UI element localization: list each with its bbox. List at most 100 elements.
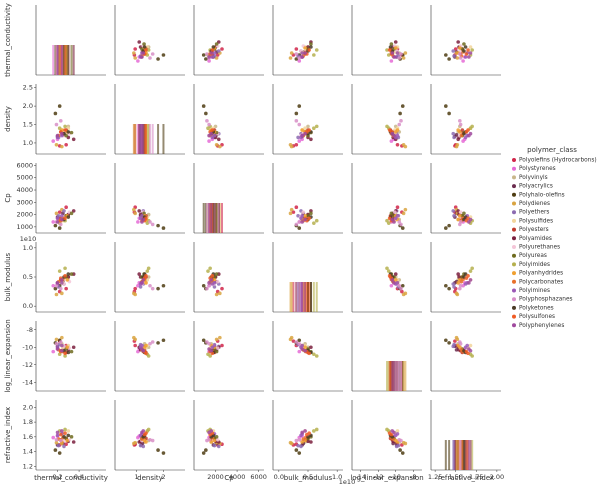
scatter-point [297, 220, 302, 224]
y-axis-label: log_linear_expansion [4, 319, 12, 392]
histogram-bar [60, 45, 63, 75]
scatter-point [207, 122, 211, 127]
scatter-point [55, 281, 60, 285]
scatter-point [455, 56, 460, 60]
legend-label: Polysulfides [519, 218, 553, 224]
scatter-point [218, 144, 222, 149]
scatter-point [452, 285, 456, 289]
scatter-point [132, 51, 136, 55]
legend-marker [512, 201, 516, 206]
scatter-point [289, 335, 294, 340]
scatter-point [215, 346, 220, 350]
histogram-bar [56, 45, 59, 75]
scatter-point [466, 274, 470, 278]
scatter-point [466, 351, 470, 356]
scatter-point [204, 111, 208, 116]
scatter-point [403, 207, 408, 212]
y-tick-label: 2.5 [23, 84, 33, 92]
scatter-point [400, 104, 405, 108]
scatter-point [71, 209, 76, 213]
scatter-point [300, 51, 304, 55]
scatter-point [456, 40, 460, 44]
legend-title: polymer_class [527, 146, 577, 154]
x-tick-label: 2.00 [490, 473, 504, 481]
y-tick-label: 1.5 [23, 121, 33, 129]
scatter-point [457, 275, 461, 279]
histogram-bar [66, 45, 69, 75]
histogram-bar [400, 361, 402, 391]
scatter-point [212, 443, 217, 448]
legend-marker [512, 218, 516, 223]
scatter-point [458, 214, 462, 218]
scatter-point [397, 122, 402, 127]
scatter-point [289, 51, 294, 55]
histogram-bar [139, 124, 142, 154]
scatter-point [444, 226, 448, 230]
histogram-bar [146, 124, 149, 154]
histogram-bar [202, 203, 205, 233]
scatter-point [297, 349, 302, 354]
scatter-point [447, 57, 451, 61]
histogram-bar [138, 124, 141, 154]
scatter-point [299, 444, 303, 449]
scatter-point [58, 438, 63, 443]
scatter-point [144, 351, 148, 356]
histogram-bar [301, 282, 304, 312]
legend-marker [512, 192, 516, 197]
scatter-point [444, 283, 448, 288]
y-tick-label: 1.8 [23, 418, 33, 426]
scatter-point [201, 338, 206, 343]
scatter-point [314, 218, 319, 223]
y-tick-label: 1.0 [23, 139, 33, 147]
offset-label: 1e10 [20, 235, 36, 243]
scatter-point [146, 354, 151, 358]
scatter-point [136, 220, 140, 224]
scatter-point [395, 429, 400, 433]
scatter-point [144, 431, 148, 435]
legend-label: Polyphenylenes [519, 323, 564, 329]
histogram-bar [457, 440, 460, 470]
histogram-bar [140, 124, 143, 154]
histogram-bar [208, 203, 211, 233]
scatter-point [451, 49, 456, 53]
scatter-point [210, 55, 215, 59]
scatter-point [294, 205, 299, 210]
scatter-point [150, 52, 155, 56]
scatter-point [63, 427, 67, 432]
scatter-point [66, 272, 71, 276]
scatter-point [294, 111, 299, 116]
histogram-bar [61, 45, 64, 75]
scatter-point [57, 104, 62, 108]
scatter-point [161, 226, 166, 230]
scatter-point [51, 349, 56, 354]
scatter-point [205, 438, 209, 443]
scatter-point [462, 211, 466, 216]
histogram-bar [151, 124, 154, 154]
scatter-point [156, 57, 160, 61]
scatter-point [214, 292, 219, 297]
scatter-point [312, 53, 316, 57]
scatter-point [133, 343, 137, 348]
scatter-point [63, 216, 67, 221]
scatter-point [144, 216, 148, 221]
y-tick-label: 0.0 [23, 302, 33, 310]
scatter-point [148, 56, 152, 60]
legend-marker [512, 279, 516, 284]
scatter-point [314, 427, 319, 432]
scatter-point [300, 440, 304, 444]
scatter-point [314, 124, 319, 129]
scatter-point [57, 210, 62, 214]
scatter-point [294, 438, 299, 443]
y-axis-label: refractive_index [4, 407, 12, 463]
histogram-bar [72, 45, 75, 75]
x-tick-label: 1.25 [428, 473, 442, 481]
histogram-bar [292, 282, 295, 312]
y-axis-label: bulk_modulus [4, 252, 12, 301]
scatter-point [220, 343, 224, 348]
histogram-bar [315, 282, 318, 312]
scatter-point [69, 435, 74, 439]
legend-marker [512, 323, 516, 328]
histogram-bar [205, 203, 208, 233]
scatter-point [64, 442, 68, 447]
scatter-point [65, 438, 70, 443]
